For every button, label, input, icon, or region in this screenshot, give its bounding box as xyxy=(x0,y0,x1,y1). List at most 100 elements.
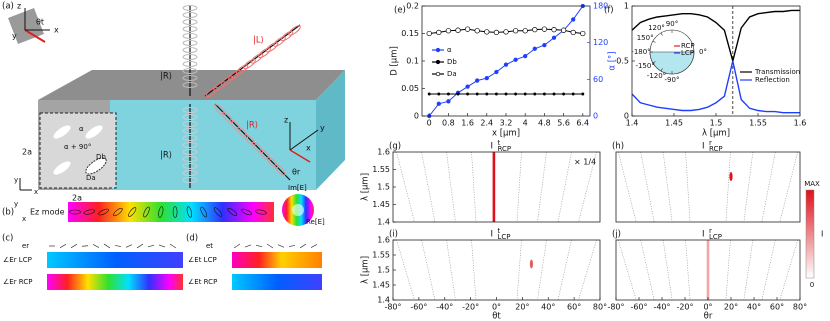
y2-tick-label: 60 xyxy=(593,75,603,84)
x-tick-label: -60° xyxy=(410,303,427,312)
axis-label: x xyxy=(306,144,311,153)
inset-tick-label: 120° xyxy=(648,24,665,32)
inset-tick xyxy=(652,61,656,64)
diffraction-order xyxy=(725,151,731,223)
x-tick-label: 6.4 xyxy=(576,119,589,128)
panel-label: (b) xyxy=(2,208,14,218)
panel-label: (f) xyxy=(604,6,614,16)
inset-tick xyxy=(652,40,656,43)
x-tick-label: 1.4 xyxy=(626,119,639,128)
data-point xyxy=(551,27,557,33)
y-axis-label: λ [μm] xyxy=(361,173,371,201)
geometry-label: α xyxy=(79,125,84,133)
coil xyxy=(288,25,301,36)
state-label: |R⟩ xyxy=(160,72,172,82)
phase-band xyxy=(232,274,322,290)
coil xyxy=(182,149,198,155)
data-point xyxy=(542,42,547,48)
diffraction-order xyxy=(640,239,655,301)
coil xyxy=(259,149,271,161)
x-tick-label: 60° xyxy=(567,303,581,312)
data-point xyxy=(455,27,461,33)
panel-label: (a) xyxy=(2,2,14,12)
plot-area xyxy=(393,152,600,222)
polarization xyxy=(288,245,296,247)
polarization xyxy=(244,244,252,248)
phase-band xyxy=(47,274,183,290)
diffraction-order xyxy=(743,151,754,223)
coil xyxy=(182,5,198,11)
coil xyxy=(182,156,198,162)
pillar-row xyxy=(69,206,267,218)
coil xyxy=(182,54,198,60)
coil xyxy=(182,26,198,32)
row-label: ∠Er RCP xyxy=(3,278,32,286)
geometry-label: α + 90° xyxy=(64,143,91,151)
pillar-outline xyxy=(227,208,238,216)
data-point xyxy=(475,78,480,83)
x-tick-label: 80° xyxy=(793,303,807,312)
pillar xyxy=(85,157,107,175)
data-point xyxy=(522,28,528,34)
diffraction-order xyxy=(516,239,522,301)
mode-field xyxy=(68,202,274,222)
coil xyxy=(182,12,198,18)
data-point xyxy=(580,30,586,37)
phase-band xyxy=(47,252,183,268)
x-tick-label: -80° xyxy=(607,303,624,312)
inset-tick-label: -150° xyxy=(635,62,654,70)
coil xyxy=(182,163,198,169)
panel-label: (j) xyxy=(612,230,621,240)
pillar xyxy=(53,125,71,139)
coil xyxy=(243,58,256,70)
state-label: |R⟩ xyxy=(160,151,172,161)
diffraction-order xyxy=(421,151,436,223)
diffraction-order xyxy=(779,239,799,301)
coil xyxy=(220,75,234,86)
polarization xyxy=(299,243,307,249)
diffraction-order xyxy=(446,151,456,223)
coil xyxy=(182,142,198,148)
x-tick-label: 0.8 xyxy=(442,119,455,128)
x-tick-label: 40° xyxy=(747,303,761,312)
y-tick-label: 1.55 xyxy=(372,165,390,174)
plot-title-sub: RCP xyxy=(709,145,723,153)
data-point xyxy=(512,28,519,34)
data-point xyxy=(532,27,538,33)
inset-tick-label: 0° xyxy=(699,48,707,56)
inset-legend-label: LCP xyxy=(681,49,694,57)
inset-tick-label: 150° xyxy=(637,34,654,42)
diffraction-order xyxy=(617,151,637,223)
x-tick-label: 40° xyxy=(541,303,555,312)
data-point xyxy=(541,26,548,32)
dimension-label: 2a xyxy=(22,148,32,157)
y-tick-label: 0.15 xyxy=(401,29,419,38)
data-point xyxy=(581,92,585,96)
plot-title: I xyxy=(491,230,494,240)
coil xyxy=(182,40,198,46)
y-tick-label: 1 xyxy=(624,2,629,11)
x-tick-label: 0° xyxy=(492,303,501,312)
plot-title-sup: r xyxy=(709,139,712,147)
coil xyxy=(182,170,198,176)
y2-tick-label: 180 xyxy=(593,2,608,11)
data-point xyxy=(562,92,566,96)
x-tick-label: 2.4 xyxy=(480,119,493,128)
y-tick-label: 0.1 xyxy=(406,57,419,66)
data-point xyxy=(552,92,556,96)
geometry-label: Da xyxy=(86,174,96,182)
coil xyxy=(235,64,249,75)
axis-label: x xyxy=(22,215,26,223)
inset-tick-label: 90° xyxy=(666,20,678,28)
y-tick-label: 1.45 xyxy=(372,200,390,209)
diffraction-order xyxy=(446,239,456,301)
legend-label: Da xyxy=(447,70,457,78)
row-label: et xyxy=(206,242,213,250)
pillar xyxy=(85,125,103,139)
x-tick-label: 80° xyxy=(593,303,607,312)
coil xyxy=(229,119,241,131)
y-tick-label: 0 xyxy=(414,112,419,121)
y-tick-label: 0 xyxy=(624,112,629,121)
intensity-spot xyxy=(729,172,733,181)
legend-label: Transmission xyxy=(754,68,800,76)
